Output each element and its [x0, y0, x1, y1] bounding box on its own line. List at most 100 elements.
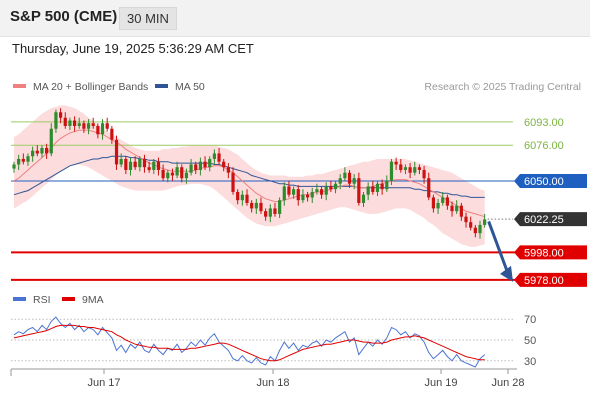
candle-body-31	[156, 161, 161, 170]
rsi-legend: RSI 9MA	[13, 294, 104, 306]
level-label-0: 6093.00	[524, 117, 564, 129]
candle-1	[17, 154, 21, 170]
candle-79	[380, 179, 384, 195]
rsi-legend-swatch	[13, 297, 26, 301]
candle-75	[361, 191, 366, 208]
candle-body-90	[431, 197, 435, 209]
candle-16	[86, 119, 91, 135]
rsi-ma-line	[13, 324, 485, 362]
candle-body-14	[77, 123, 81, 126]
candle-90	[431, 194, 435, 213]
candle-body-16	[86, 123, 91, 129]
x-tick-label-0: Jun 17	[87, 377, 120, 389]
candle-body-58	[282, 186, 286, 201]
candle-91	[436, 198, 440, 214]
candle-body-8	[49, 128, 53, 154]
candle-9	[54, 109, 58, 133]
candle-67	[324, 182, 328, 201]
candle-body-52	[254, 202, 258, 209]
candle-6	[40, 145, 44, 158]
candle-body-21	[110, 128, 114, 140]
candle-98	[469, 216, 473, 231]
candle-body-64	[310, 191, 314, 198]
candle-53	[259, 197, 263, 214]
candle-body-13	[72, 120, 77, 126]
candle-body-70	[338, 178, 342, 184]
candle-body-62	[301, 194, 305, 201]
candle-body-94	[450, 205, 454, 212]
candle-body-53	[259, 202, 263, 212]
candle-13	[72, 116, 77, 132]
main-legend: MA 20 + Bollinger Bands MA 50 Research ©…	[13, 81, 581, 93]
datetime-label: Thursday, June 19, 2025 5:36:29 AM CET	[12, 41, 254, 56]
candle-body-78	[375, 183, 380, 192]
candle-63	[305, 191, 310, 202]
candle-body-98	[469, 222, 473, 228]
candle-3	[26, 153, 30, 166]
candle-50	[245, 189, 249, 206]
candle-body-66	[319, 189, 324, 195]
candle-body-77	[371, 186, 375, 192]
candle-94	[450, 201, 454, 217]
candle-64	[310, 187, 314, 203]
candle-body-38	[189, 164, 193, 173]
candle-49	[240, 190, 244, 206]
candle-4	[31, 146, 35, 162]
bollinger-band	[14, 105, 485, 247]
candle-87	[417, 164, 422, 175]
candle-body-24	[124, 158, 128, 170]
candle-body-1	[17, 158, 21, 165]
candle-body-25	[128, 161, 133, 170]
candle-35	[175, 161, 179, 179]
candle-96	[459, 202, 463, 221]
candle-10	[59, 108, 63, 124]
candle-body-51	[250, 202, 254, 209]
candle-body-73	[352, 178, 356, 184]
candle-body-4	[31, 150, 35, 157]
candle-17	[91, 117, 95, 129]
candle-34	[170, 168, 175, 181]
candle-99	[473, 224, 477, 238]
candle-body-49	[240, 194, 244, 201]
candle-body-5	[35, 150, 39, 154]
candle-84	[403, 164, 408, 175]
candle-76	[366, 182, 370, 201]
ma20-line	[13, 129, 485, 218]
candle-body-67	[324, 186, 328, 195]
candle-57	[278, 197, 282, 219]
candle-body-17	[91, 123, 95, 126]
candle-body-33	[166, 172, 170, 179]
candle-body-22	[114, 139, 119, 165]
timeframe-button[interactable]: 30 MIN	[119, 7, 177, 30]
candle-body-32	[161, 169, 165, 179]
ma20-legend-swatch	[13, 84, 26, 88]
rsi-tick-label-2: 30	[524, 356, 536, 368]
candle-body-81	[389, 161, 394, 181]
candle-92	[441, 191, 445, 206]
candle-58	[282, 182, 286, 206]
attribution-label: Research © 2025 Trading Central	[424, 81, 581, 93]
candle-52	[254, 198, 258, 214]
candle-body-19	[100, 123, 105, 135]
candle-15	[82, 120, 86, 133]
level-tag-3	[514, 212, 587, 227]
candle-body-55	[268, 208, 272, 217]
rsi-line	[13, 316, 486, 368]
candle-body-83	[399, 164, 403, 170]
candle-60	[292, 186, 296, 199]
level-label-4: 5998.00	[524, 247, 564, 259]
candle-61	[296, 185, 300, 206]
candle-body-76	[366, 186, 370, 195]
candle-body-30	[152, 161, 156, 170]
candle-69	[333, 180, 338, 194]
candle-14	[77, 117, 81, 129]
candle-body-63	[305, 194, 310, 198]
candle-100	[478, 220, 482, 239]
level-label-1: 6076.00	[524, 140, 564, 152]
rsi-ma-legend-swatch	[62, 297, 75, 301]
forecast-arrow-head	[500, 265, 513, 282]
candle-82	[394, 157, 398, 170]
candle-body-99	[473, 227, 477, 234]
candle-41	[203, 156, 207, 170]
